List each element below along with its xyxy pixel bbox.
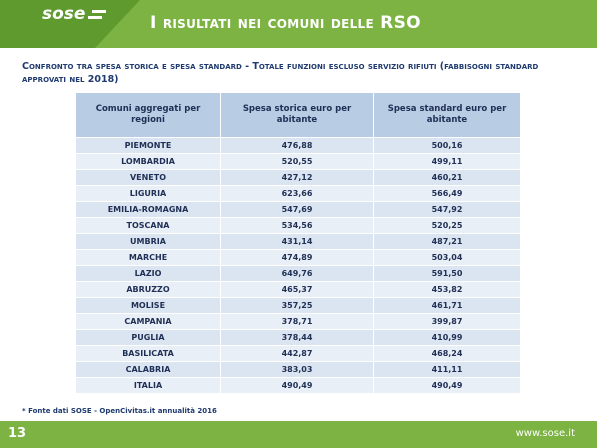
slide-title: I risultati nei comuni delle RSO (150, 13, 421, 33)
value-cell: 591,50 (373, 265, 521, 282)
region-cell: PUGLIA (75, 329, 221, 346)
region-cell: BASILICATA (75, 345, 221, 362)
footnote: * Fonte dati SOSE - OpenCivitas.it annua… (22, 407, 217, 415)
value-cell: 623,66 (220, 185, 374, 202)
value-cell: 474,89 (220, 249, 374, 266)
region-cell: CALABRIA (75, 361, 221, 378)
column-header: Spesa storica euro per abitante (220, 92, 374, 138)
table-row: PUGLIA 378,44 410,99 (75, 329, 521, 346)
value-cell: 534,56 (220, 217, 374, 234)
header-bar: sose I risultati nei comuni delle RSO (0, 0, 597, 48)
region-cell: UMBRIA (75, 233, 221, 250)
table-body: PIEMONTE 476,88 500,16 LOMBARDIA 520,55 499,1… (75, 137, 521, 394)
table-row: MARCHE 474,89 503,04 (75, 249, 521, 266)
region-cell: CAMPANIA (75, 313, 221, 330)
value-cell: 547,92 (373, 201, 521, 218)
value-cell: 490,49 (373, 377, 521, 394)
region-cell: EMILIA-ROMAGNA (75, 201, 221, 218)
value-cell: 383,03 (220, 361, 374, 378)
region-cell: TOSCANA (75, 217, 221, 234)
value-cell: 520,55 (220, 153, 374, 170)
value-cell: 566,49 (373, 185, 521, 202)
value-cell: 500,16 (373, 137, 521, 154)
column-header: Spesa standard euro per abitante (373, 92, 521, 138)
region-cell: LAZIO (75, 265, 221, 282)
table-row: EMILIA-ROMAGNA 547,69 547,92 (75, 201, 521, 218)
value-cell: 399,87 (373, 313, 521, 330)
table-row: VENETO 427,12 460,21 (75, 169, 521, 186)
value-cell: 649,76 (220, 265, 374, 282)
table-row: CALABRIA 383,03 411,11 (75, 361, 521, 378)
table-row: BASILICATA 442,87 468,24 (75, 345, 521, 362)
region-cell: MOLISE (75, 297, 221, 314)
region-cell: ITALIA (75, 377, 221, 394)
table-row: ABRUZZO 465,37 453,82 (75, 281, 521, 298)
table-row: MOLISE 357,25 461,71 (75, 297, 521, 314)
value-cell: 357,25 (220, 297, 374, 314)
value-cell: 442,87 (220, 345, 374, 362)
value-cell: 411,11 (373, 361, 521, 378)
logo-wedge (0, 0, 140, 48)
value-cell: 476,88 (220, 137, 374, 154)
data-table: Comuni aggregati per regioni Spesa storic… (75, 92, 521, 394)
value-cell: 503,04 (373, 249, 521, 266)
table-row: LIGURIA 623,66 566,49 (75, 185, 521, 202)
table-row: PIEMONTE 476,88 500,16 (75, 137, 521, 154)
value-cell: 468,24 (373, 345, 521, 362)
table-row: LAZIO 649,76 591,50 (75, 265, 521, 282)
footer-url: www.sose.it (515, 428, 575, 439)
value-cell: 499,11 (373, 153, 521, 170)
value-cell: 460,21 (373, 169, 521, 186)
region-cell: LOMBARDIA (75, 153, 221, 170)
value-cell: 378,71 (220, 313, 374, 330)
region-cell: LIGURIA (75, 185, 221, 202)
page-number: 13 (8, 426, 27, 441)
region-cell: VENETO (75, 169, 221, 186)
region-cell: MARCHE (75, 249, 221, 266)
value-cell: 490,49 (220, 377, 374, 394)
value-cell: 547,69 (220, 201, 374, 218)
value-cell: 461,71 (373, 297, 521, 314)
table-row: TOSCANA 534,56 520,25 (75, 217, 521, 234)
header-row: Comuni aggregati per regioni Spesa storic… (75, 92, 521, 138)
value-cell: 378,44 (220, 329, 374, 346)
value-cell: 431,14 (220, 233, 374, 250)
footer-bar: 13 www.sose.it (0, 421, 597, 448)
value-cell: 410,99 (373, 329, 521, 346)
value-cell: 453,82 (373, 281, 521, 298)
value-cell: 465,37 (220, 281, 374, 298)
table-row: CAMPANIA 378,71 399,87 (75, 313, 521, 330)
logo: sose (42, 4, 86, 24)
value-cell: 520,25 (373, 217, 521, 234)
subtitle: Confronto tra spesa storica e spesa stan… (22, 61, 539, 85)
value-cell: 427,12 (220, 169, 374, 186)
region-cell: ABRUZZO (75, 281, 221, 298)
table-row: ITALIA 490,49 490,49 (75, 377, 521, 394)
table-row: LOMBARDIA 520,55 499,11 (75, 153, 521, 170)
region-cell: PIEMONTE (75, 137, 221, 154)
value-cell: 487,21 (373, 233, 521, 250)
column-header: Comuni aggregati per regioni (75, 92, 221, 138)
table-row: UMBRIA 431,14 487,21 (75, 233, 521, 250)
